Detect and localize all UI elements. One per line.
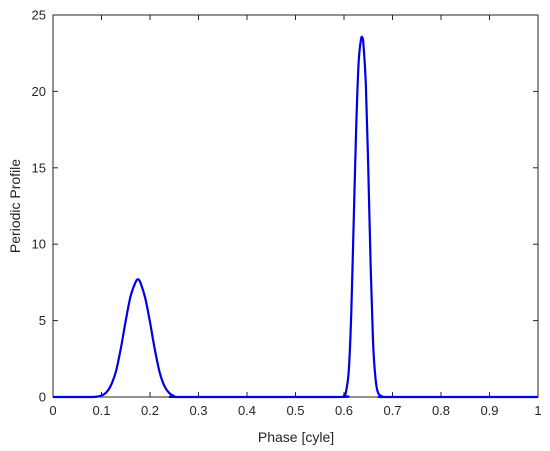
y-axis: 0 5 10 15 20 25	[32, 8, 538, 405]
x-tick-label: 0.5	[286, 403, 304, 418]
x-tick-label: 0.3	[189, 403, 207, 418]
x-tick-label: 0.2	[141, 403, 159, 418]
x-axis-label: Phase [cyle]	[258, 429, 334, 445]
x-tick-label: 0.6	[335, 403, 353, 418]
x-tick-label: 0.8	[432, 403, 450, 418]
series-layer	[53, 35, 538, 399]
y-tick-label: 10	[32, 237, 46, 252]
series-line	[53, 35, 538, 399]
x-tick-label: 0.1	[92, 403, 110, 418]
x-tick-label: 0.4	[238, 403, 256, 418]
y-tick-label: 20	[32, 84, 46, 99]
y-tick-label: 5	[39, 313, 46, 328]
x-tick-label: 0.9	[480, 403, 498, 418]
x-axis: 0 0.1 0.2 0.3 0.4 0.5 0.6 0.7 0.8 0.9 1	[49, 15, 542, 418]
x-tick-label: 1	[534, 403, 541, 418]
y-axis-label: Periodic Profile	[7, 159, 23, 253]
x-tick-label: 0.7	[383, 403, 401, 418]
x-tick-label: 0	[49, 403, 56, 418]
y-tick-label: 0	[39, 390, 46, 405]
y-tick-label: 15	[32, 160, 46, 175]
y-tick-label: 25	[32, 8, 46, 23]
